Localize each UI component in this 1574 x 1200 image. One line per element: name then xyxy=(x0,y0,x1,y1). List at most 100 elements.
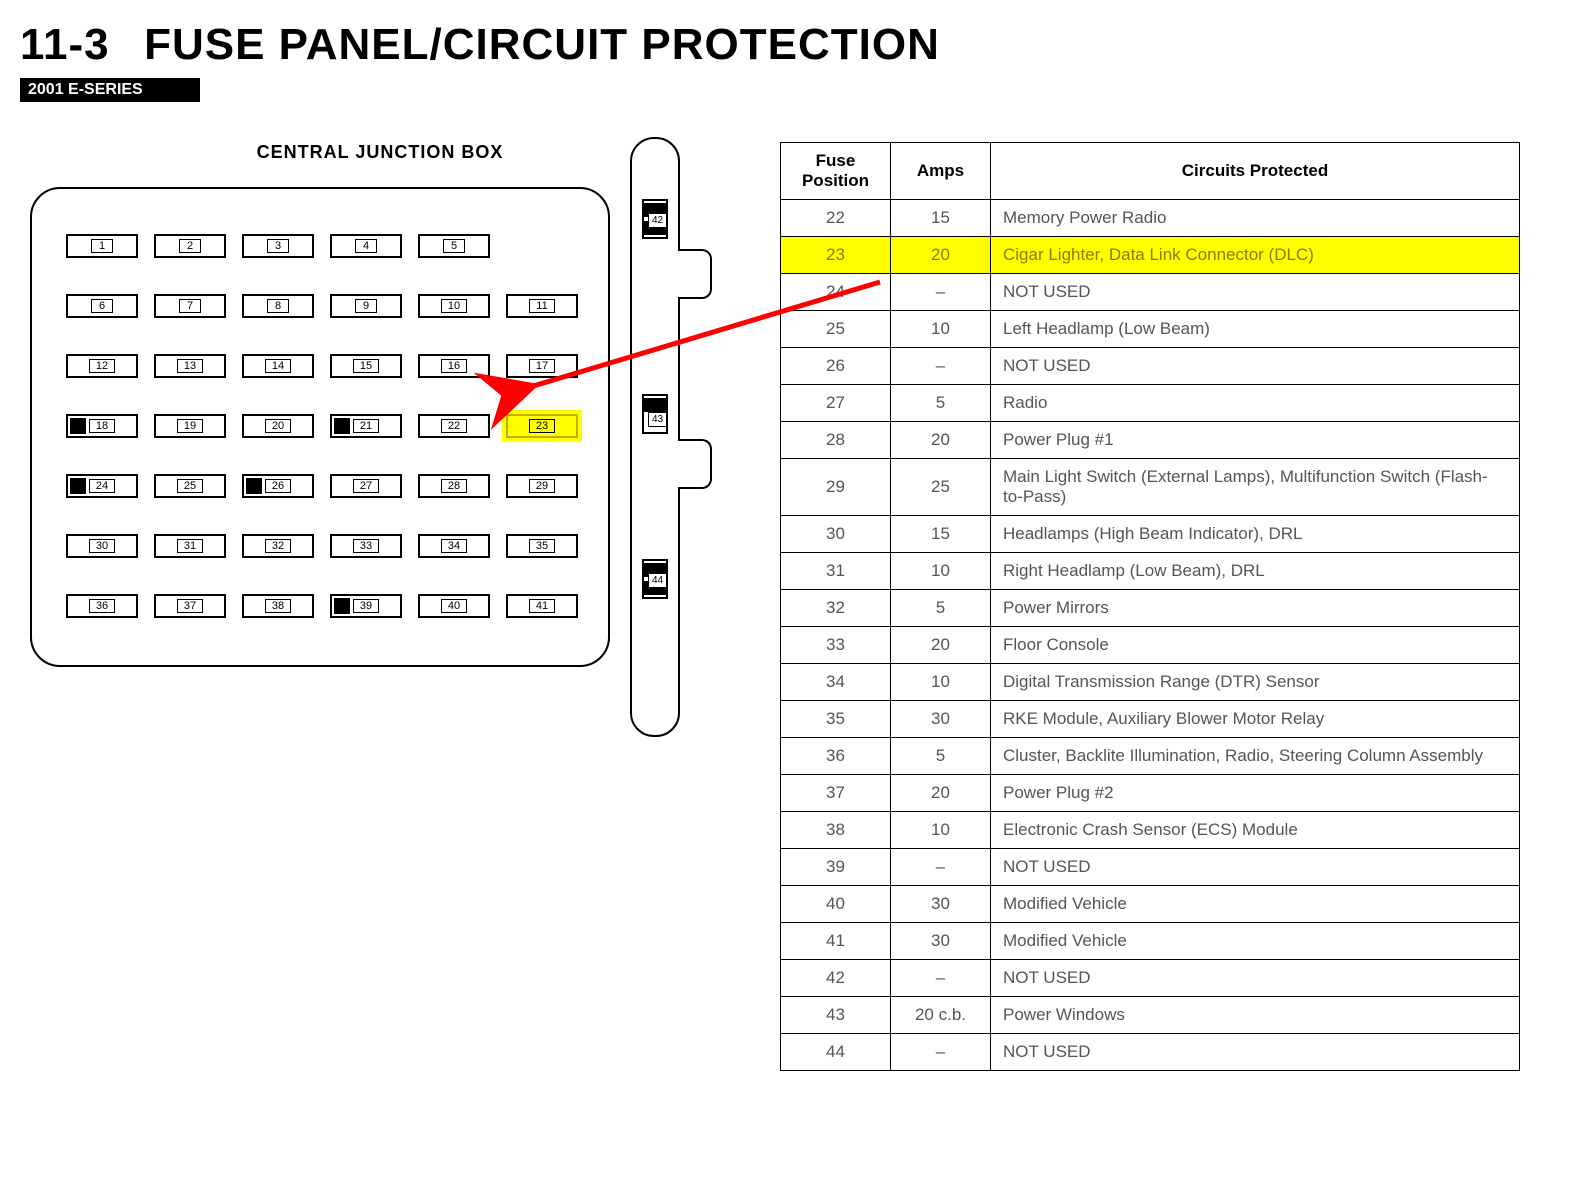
col-header-position: Fuse Position xyxy=(781,143,891,200)
table-row: 3530RKE Module, Auxiliary Blower Motor R… xyxy=(781,701,1520,738)
cell-circuits: NOT USED xyxy=(991,348,1520,385)
fuse: 39 xyxy=(330,594,402,618)
cell-position: 26 xyxy=(781,348,891,385)
table-row: 3720Power Plug #2 xyxy=(781,775,1520,812)
table-row: 2510Left Headlamp (Low Beam) xyxy=(781,311,1520,348)
fuse: 21 xyxy=(330,414,402,438)
cell-amps: 20 c.b. xyxy=(891,997,991,1034)
cell-circuits: RKE Module, Auxiliary Blower Motor Relay xyxy=(991,701,1520,738)
fuse-number: 29 xyxy=(529,479,555,493)
fuse-cell: 21 xyxy=(326,399,406,453)
cell-position: 27 xyxy=(781,385,891,422)
fuse-cell: 20 xyxy=(238,399,318,453)
fuse-number: 11 xyxy=(529,299,554,313)
fuse-number: 39 xyxy=(353,599,379,613)
cell-circuits: Digital Transmission Range (DTR) Sensor xyxy=(991,664,1520,701)
table-row: 26–NOT USED xyxy=(781,348,1520,385)
fuse-number: 16 xyxy=(441,359,467,373)
fuse: 30 xyxy=(66,534,138,558)
fuse-cell: 14 xyxy=(238,339,318,393)
fuse-number: 31 xyxy=(177,539,203,553)
cell-position: 38 xyxy=(781,812,891,849)
table-row: 2925Main Light Switch (External Lamps), … xyxy=(781,459,1520,516)
fuse-number: 17 xyxy=(529,359,555,373)
side-plug-42: 42 xyxy=(642,199,668,239)
fuse-cell: 18 xyxy=(62,399,142,453)
fuse: 18 xyxy=(66,414,138,438)
fuse-cell: 7 xyxy=(150,279,230,333)
fuse-cell: 27 xyxy=(326,459,406,513)
fuse-cell: 10 xyxy=(414,279,494,333)
table-row: 39–NOT USED xyxy=(781,849,1520,886)
side-plug-43: 43 xyxy=(642,394,668,434)
cell-position: 40 xyxy=(781,886,891,923)
table-header-row: Fuse Position Amps Circuits Protected xyxy=(781,143,1520,200)
fuse: 16 xyxy=(418,354,490,378)
fuse-number: 8 xyxy=(267,299,289,313)
fuse-cell: 37 xyxy=(150,579,230,633)
fuse: 1 xyxy=(66,234,138,258)
subheader-bar: 2001 E-SERIES xyxy=(20,78,200,102)
table-row: 2215Memory Power Radio xyxy=(781,200,1520,237)
cell-circuits: NOT USED xyxy=(991,274,1520,311)
fuse: 22 xyxy=(418,414,490,438)
fuse-cell: 2 xyxy=(150,219,230,273)
fuse-number: 1 xyxy=(91,239,113,253)
fuse-number: 41 xyxy=(529,599,555,613)
fuse-number: 34 xyxy=(441,539,467,553)
table-row: 3410Digital Transmission Range (DTR) Sen… xyxy=(781,664,1520,701)
fuse-number: 22 xyxy=(441,419,467,433)
fuse: 26 xyxy=(242,474,314,498)
fuse: 17 xyxy=(506,354,578,378)
fuse-number: 6 xyxy=(91,299,113,313)
cell-amps: 10 xyxy=(891,311,991,348)
cell-amps: – xyxy=(891,274,991,311)
cell-amps: 5 xyxy=(891,738,991,775)
table-row: 4320 c.b.Power Windows xyxy=(781,997,1520,1034)
cell-circuits: Cigar Lighter, Data Link Connector (DLC) xyxy=(991,237,1520,274)
cell-amps: 30 xyxy=(891,923,991,960)
fuse: 20 xyxy=(242,414,314,438)
cell-circuits: Power Plug #2 xyxy=(991,775,1520,812)
col-header-circuits: Circuits Protected xyxy=(991,143,1520,200)
fuse-cell: 12 xyxy=(62,339,142,393)
fuse-cell: 23 xyxy=(502,399,582,453)
fuse-cell: 19 xyxy=(150,399,230,453)
fuse: 6 xyxy=(66,294,138,318)
fuse-number: 36 xyxy=(89,599,115,613)
fuse-cell: 8 xyxy=(238,279,318,333)
cell-position: 25 xyxy=(781,311,891,348)
fuse-number: 37 xyxy=(177,599,203,613)
side-notch-mid xyxy=(678,439,712,489)
fuse: 34 xyxy=(418,534,490,558)
fuse-number: 24 xyxy=(89,479,115,493)
cell-position: 24 xyxy=(781,274,891,311)
cell-amps: 30 xyxy=(891,886,991,923)
fuse-number: 4 xyxy=(355,239,377,253)
fuse-cell: 41 xyxy=(502,579,582,633)
fuse-cell: 4 xyxy=(326,219,406,273)
cell-position: 39 xyxy=(781,849,891,886)
table-row: 365Cluster, Backlite Illumination, Radio… xyxy=(781,738,1520,775)
fuse-number: 19 xyxy=(177,419,203,433)
fuse-cell: 16 xyxy=(414,339,494,393)
fuse: 12 xyxy=(66,354,138,378)
page-header: 11-3 FUSE PANEL/CIRCUIT PROTECTION xyxy=(20,20,1554,70)
fuse: 24 xyxy=(66,474,138,498)
fuse: 2 xyxy=(154,234,226,258)
fuse-cell: 29 xyxy=(502,459,582,513)
fuse: 3 xyxy=(242,234,314,258)
fuse-cell: 1 xyxy=(62,219,142,273)
fuse: 14 xyxy=(242,354,314,378)
fuse-number: 14 xyxy=(265,359,291,373)
fuse: 10 xyxy=(418,294,490,318)
fuse-cell: 24 xyxy=(62,459,142,513)
fuse-cell: 32 xyxy=(238,519,318,573)
side-notch-top xyxy=(678,249,712,299)
cell-position: 41 xyxy=(781,923,891,960)
fuse-number: 38 xyxy=(265,599,291,613)
cell-amps: – xyxy=(891,1034,991,1071)
fuse-cell: 28 xyxy=(414,459,494,513)
fuse: 32 xyxy=(242,534,314,558)
cell-circuits: Modified Vehicle xyxy=(991,923,1520,960)
